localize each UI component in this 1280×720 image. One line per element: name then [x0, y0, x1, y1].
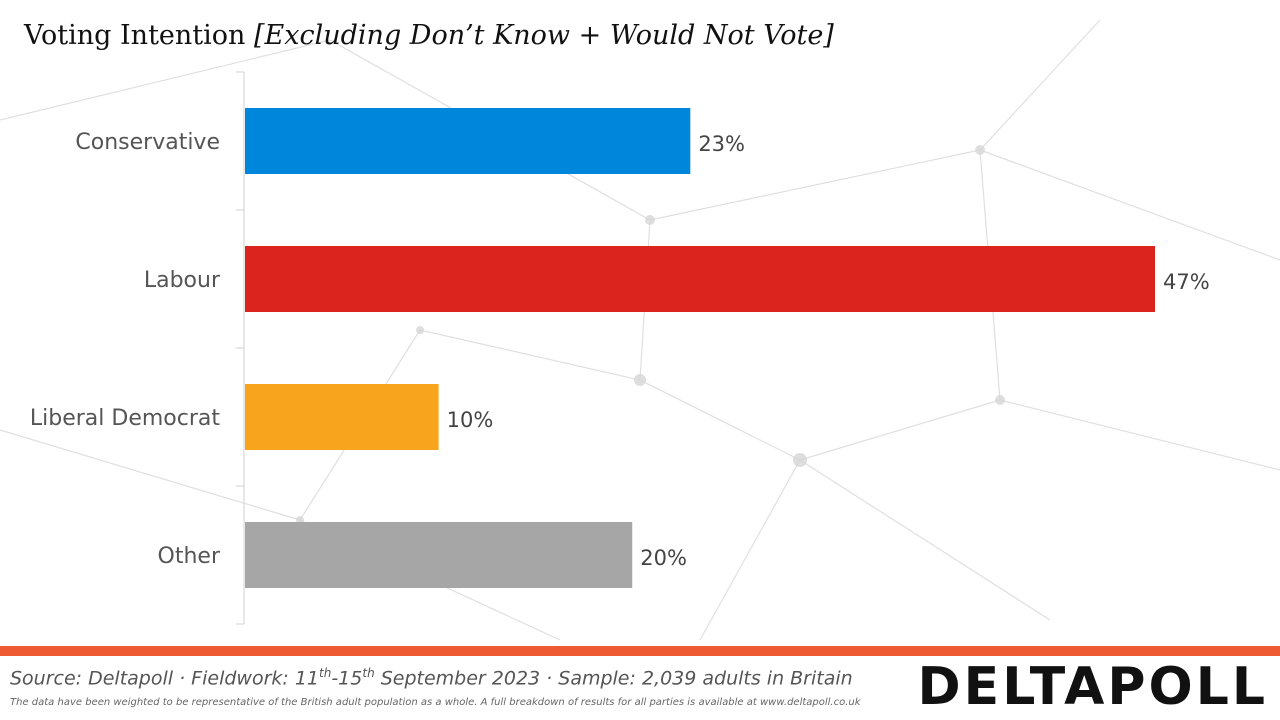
weighting-note: The data have been weighted to be repres…	[10, 697, 861, 708]
source-line: Source: Deltapoll · Fieldwork: 11th-15th…	[10, 666, 853, 689]
bar-labour	[245, 246, 1155, 312]
source-sup-2: th	[362, 666, 375, 680]
source-prefix: Source: Deltapoll · Fieldwork: 11	[10, 667, 320, 690]
title-main: Voting Intention	[24, 20, 246, 51]
category-label: Other	[158, 544, 221, 569]
bar-liberal-democrat	[245, 384, 439, 450]
footer	[0, 656, 1280, 720]
bar-conservative	[245, 108, 691, 174]
deltapoll-logo: DELTAPOLL	[917, 657, 1268, 717]
chart-title: Voting Intention [Excluding Don’t Know +…	[24, 20, 834, 51]
category-label: Labour	[144, 268, 221, 293]
value-label: 23%	[698, 132, 745, 156]
footer-accent-rule	[0, 646, 1280, 656]
source-suffix: September 2023 · Sample: 2,039 adults in…	[374, 667, 853, 690]
source-mid: -15	[331, 667, 363, 690]
title-qualifier: [Excluding Don’t Know + Would Not Vote]	[254, 20, 834, 51]
value-label: 20%	[640, 546, 687, 570]
source-sup-1: th	[319, 666, 332, 680]
value-label: 47%	[1163, 270, 1210, 294]
bar-chart: Conservative 23% Labour 47% Liberal Democrat…	[30, 71, 1210, 625]
category-label: Conservative	[75, 130, 220, 155]
bar-other	[245, 522, 633, 588]
value-label: 10%	[447, 408, 494, 432]
category-label: Liberal Democrat	[30, 406, 220, 431]
